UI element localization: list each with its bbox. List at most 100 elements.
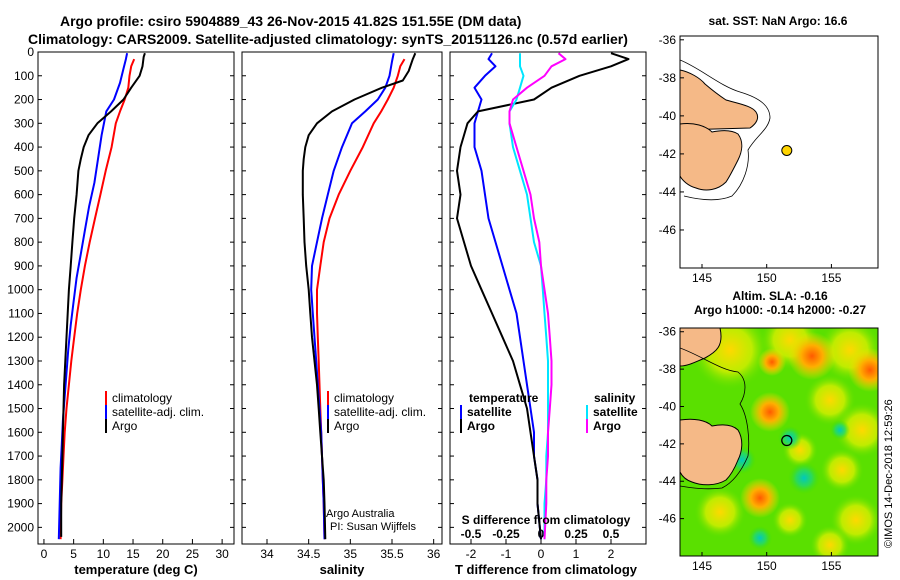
y-tick-label: 1300 <box>7 354 34 368</box>
legend-s-satellite: satellite <box>593 405 638 419</box>
legend-t-satellite: satellite <box>467 405 512 419</box>
mainland-australia <box>680 69 759 131</box>
legend-s-argo: Argo <box>593 419 621 433</box>
x-tick-label: 34.5 <box>297 547 321 561</box>
x-tick-label: 36 <box>427 547 441 561</box>
x-tick-label: -1 <box>501 547 512 561</box>
legend-t-argo: Argo <box>467 419 495 433</box>
map-y-tick-label: -42 <box>659 147 677 161</box>
mainland-australia <box>680 328 722 367</box>
y-tick-label: 1100 <box>8 306 34 320</box>
sla-map: Altim. SLA: -0.16 Argo h1000: -0.14 h200… <box>659 289 879 573</box>
secondary-x-tick-label: -0.25 <box>492 527 520 541</box>
y-tick-label: 1000 <box>7 283 34 297</box>
figure-title-line2: Climatology: CARS2009. Satellite-adjuste… <box>28 31 628 47</box>
sla-map-title: Altim. SLA: -0.16 <box>732 289 828 303</box>
difference-profiles <box>456 52 630 540</box>
sla-map-ticks: 145 150 155 -36 -38 -40 -42 -44 -46 <box>659 325 842 573</box>
map-y-tick-label: -44 <box>659 185 677 199</box>
legend-climatology: climatology <box>334 391 394 405</box>
temperature-panel: 0 5 10 15 20 25 30 0 100 200 300 400 500 600 700 800 90… <box>7 45 235 577</box>
salinity-legend: climatology satellite-adj. clim. Argo <box>327 391 426 433</box>
x-tick-label: 34 <box>260 547 274 561</box>
y-tick-label: 300 <box>14 116 34 130</box>
imos-watermark: ©IMOS 14-Dec-2018 12:59:26 <box>883 399 895 548</box>
y-tick-label: 1700 <box>7 449 34 463</box>
argo-float-marker <box>781 145 793 156</box>
legend-salinity-title: salinity <box>594 391 636 405</box>
sst-map-land <box>680 59 771 201</box>
series-line-argo <box>301 52 417 540</box>
tasmania <box>680 418 743 486</box>
sst-map: sat. SST: NaN Argo: 16.6 145 150 155 -36 -38… <box>659 14 879 285</box>
depth-y-ticks: 0 100 200 300 400 500 600 700 800 900 1000 1100 1200… <box>7 45 234 534</box>
map-y-tick-label: -38 <box>659 71 677 85</box>
y-tick-label: 200 <box>14 93 34 107</box>
x-tick-label: -2 <box>466 547 477 561</box>
salinity-x-label: salinity <box>320 562 366 577</box>
x-tick-label: 0 <box>41 547 48 561</box>
map-y-tick-label: -40 <box>659 399 677 413</box>
salinity-axes-frame <box>241 51 443 545</box>
map-y-tick-label: -42 <box>659 437 677 451</box>
temperature-legend: climatology satellite-adj. clim. Argo <box>105 391 204 433</box>
y-tick-label: 1800 <box>7 473 34 487</box>
y-tick-label: 1600 <box>7 425 34 439</box>
temperature-axes-frame <box>37 51 235 545</box>
y-tick-label: 2000 <box>7 520 34 534</box>
map-y-tick-label: -46 <box>659 223 677 237</box>
tasmania <box>680 123 743 191</box>
legend-argo: Argo <box>112 419 138 433</box>
y-tick-label: 600 <box>14 188 34 202</box>
map-y-tick-label: -40 <box>659 109 677 123</box>
difference-secondary-x-label: S difference from climatology <box>462 513 631 527</box>
y-tick-label: 800 <box>14 235 34 249</box>
map-x-tick-label: 145 <box>692 559 712 573</box>
legend-satellite: satellite-adj. clim. <box>112 405 204 419</box>
shelf-contour <box>680 59 771 201</box>
x-tick-label: 35.5 <box>380 547 404 561</box>
map-y-tick-label: -38 <box>659 362 677 376</box>
x-tick-label: 15 <box>126 547 140 561</box>
legend-satellite: satellite-adj. clim. <box>334 405 426 419</box>
sla-map-subtitle: Argo h1000: -0.14 h2000: -0.27 <box>694 303 866 317</box>
x-tick-label: 10 <box>97 547 111 561</box>
x-tick-label: 30 <box>215 547 229 561</box>
sst-map-title: sat. SST: NaN Argo: 16.6 <box>709 14 848 28</box>
difference-legend: temperature satellite Argo salinity sate… <box>460 391 638 433</box>
legend-argo: Argo <box>334 419 360 433</box>
secondary-x-tick-label: -0.5 <box>461 527 482 541</box>
y-tick-label: 700 <box>14 211 34 225</box>
map-x-tick-label: 150 <box>757 271 777 285</box>
y-tick-label: 100 <box>14 69 34 83</box>
salinity-panel: 34 34.5 35 35.5 36 salinity climatology sate… <box>241 51 443 577</box>
temperature-x-label: temperature (deg C) <box>74 562 198 577</box>
difference-panel: -2 -1 0 1 2 -0.5 -0.25 0 0.25 0.5 T difference f… <box>449 51 647 577</box>
sla-heatmap <box>680 328 878 556</box>
series-line-argo-temperature <box>456 52 630 540</box>
map-x-tick-label: 155 <box>821 559 841 573</box>
argo-float-marker <box>781 434 793 447</box>
y-tick-label: 1200 <box>7 330 34 344</box>
legend-climatology: climatology <box>112 391 172 405</box>
map-x-tick-label: 150 <box>757 559 777 573</box>
credit-line1: Argo Australia <box>326 508 395 520</box>
map-y-tick-label: -46 <box>659 512 677 526</box>
series-line-argo-salinity <box>508 52 567 540</box>
map-x-tick-label: 155 <box>821 271 841 285</box>
difference-x-ticks: -2 -1 0 1 2 <box>466 539 615 561</box>
x-tick-label: 2 <box>608 547 615 561</box>
map-y-tick-label: -36 <box>659 33 677 47</box>
series-line-argo <box>60 52 146 537</box>
series-line-climatology <box>59 58 136 540</box>
salinity-profiles <box>301 52 417 540</box>
y-tick-label: 900 <box>14 259 34 273</box>
y-tick-label: 500 <box>14 164 34 178</box>
x-tick-label: 0 <box>538 547 545 561</box>
x-tick-label: 1 <box>573 547 580 561</box>
x-tick-label: 35 <box>344 547 358 561</box>
y-tick-label: 1900 <box>7 497 34 511</box>
figure-title-line1: Argo profile: csiro 5904889_43 26-Nov-20… <box>60 13 521 29</box>
map-y-tick-label: -44 <box>659 474 677 488</box>
